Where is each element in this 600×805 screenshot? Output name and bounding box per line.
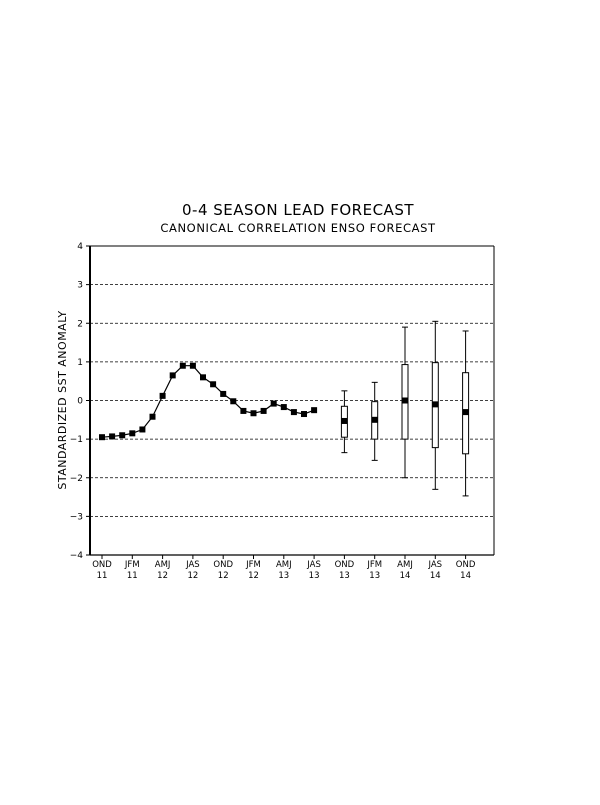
x-tick-label-season: JFM: [366, 560, 382, 570]
chart-subtitle: CANONICAL CORRELATION ENSO FORECAST: [160, 221, 436, 235]
observed-point: [119, 432, 126, 439]
x-tick-label-season: OND: [92, 560, 112, 570]
observed-point: [290, 409, 297, 416]
x-tick-label-year: 14: [400, 571, 411, 581]
observed-point: [109, 433, 116, 440]
x-tick-label-year: 11: [97, 571, 108, 581]
y-tick-label: 0: [77, 397, 83, 407]
forecast-center-point: [432, 401, 439, 408]
x-tick-label-season: JAS: [306, 560, 321, 570]
x-tick-label-year: 14: [460, 571, 471, 581]
y-tick-label: 1: [77, 358, 83, 368]
y-tick-label: −2: [70, 474, 83, 484]
y-axis-label: STANDARDIZED SST ANOMALY: [56, 310, 69, 489]
y-tick-label: 4: [77, 242, 83, 252]
forecast-center-point: [462, 409, 469, 416]
x-tick-label-year: 14: [430, 571, 441, 581]
observed-point: [189, 362, 196, 369]
chart-title: 0-4 SEASON LEAD FORECAST: [182, 201, 414, 219]
observed-point: [149, 413, 156, 420]
x-tick-label-year: 12: [187, 571, 198, 581]
observed-point: [260, 407, 267, 414]
x-tick-label-season: OND: [335, 560, 355, 570]
x-tick-label-year: 13: [369, 571, 380, 581]
x-tick-label-season: AMJ: [155, 560, 171, 570]
observed-point: [159, 392, 166, 399]
observed-point: [139, 426, 146, 433]
observed-series-line: [101, 365, 315, 438]
observed-point: [179, 362, 186, 369]
x-tick-label-season: JAS: [185, 560, 200, 570]
observed-point: [200, 374, 206, 381]
observed-point: [250, 410, 257, 417]
observed-point: [301, 411, 307, 418]
observed-point: [270, 400, 277, 407]
x-tick-label-season: JAS: [428, 560, 443, 570]
y-tick-label: −1: [70, 435, 83, 445]
y-tick-label: 3: [77, 281, 83, 291]
observed-point: [220, 390, 227, 397]
observed-point: [240, 407, 247, 414]
x-tick-label-year: 12: [157, 571, 168, 581]
x-tick-label-year: 11: [127, 571, 138, 581]
x-tick-label-year: 13: [339, 571, 350, 581]
x-tick-label-year: 13: [278, 571, 289, 581]
observed-point: [99, 434, 105, 441]
observed-point: [169, 372, 176, 379]
plot-area: −4−3−2−101234OND11JFM11AMJ12JAS12OND12JF…: [70, 242, 495, 581]
x-tick-label-season: JFM: [245, 560, 261, 570]
observed-point: [311, 407, 318, 414]
x-tick-label-season: JFM: [124, 560, 140, 570]
observed-point: [129, 430, 136, 437]
y-tick-label: −4: [70, 551, 84, 561]
observed-point: [210, 381, 217, 388]
forecast-center-point: [371, 416, 378, 423]
forecast-center-point: [341, 417, 348, 424]
y-tick-label: −3: [70, 512, 83, 522]
x-tick-label-season: AMJ: [276, 560, 292, 570]
x-tick-label-year: 13: [309, 571, 320, 581]
x-tick-label-year: 12: [218, 571, 229, 581]
observed-point: [280, 404, 287, 411]
forecast-center-point: [402, 397, 408, 404]
x-tick-label-year: 12: [248, 571, 259, 581]
x-tick-label-season: OND: [213, 560, 233, 570]
x-tick-label-season: OND: [456, 560, 476, 570]
y-tick-label: 2: [77, 319, 83, 329]
observed-point: [230, 398, 237, 405]
x-tick-label-season: AMJ: [397, 560, 413, 570]
